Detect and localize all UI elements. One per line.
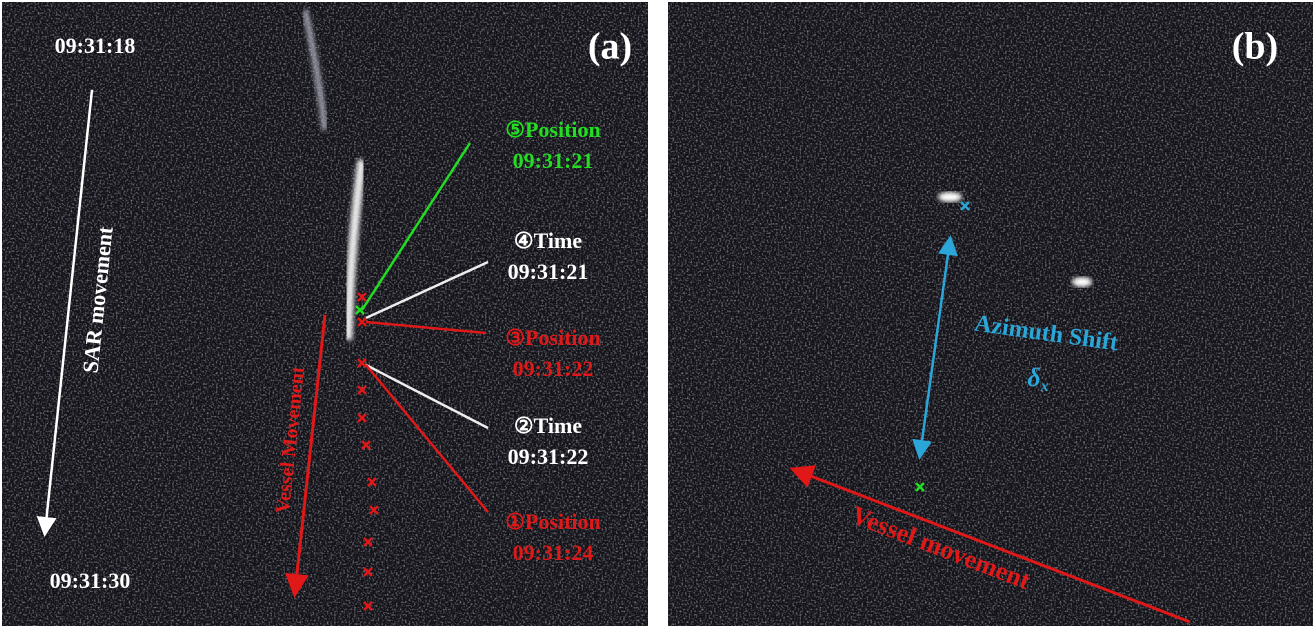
vessel-arrow [789,465,1191,624]
end-time: 09:31:30 [50,568,131,593]
bright-echo [938,192,962,202]
panel-label: (b) [1232,26,1278,68]
speckle [2,2,648,626]
delta-subscript: x [1040,378,1049,395]
vessel-arrow [285,314,327,598]
leader [365,363,489,430]
cross-marker [369,505,379,515]
leader [360,142,472,311]
cross-marker [361,440,371,450]
cross-marker [355,305,365,315]
streak [302,9,328,131]
annotation-title: ①Position [505,509,601,534]
track-markers [355,292,379,611]
annotation-title: ④Time [514,228,582,253]
annotation-title: ⑤Position [505,117,601,142]
annotations: ⑤Position 09:31:21 ④Time 09:31:21 ③Position 0… [505,117,601,565]
annotation-time: 09:31:24 [513,540,594,565]
annotation-time: 09:31:21 [508,259,589,284]
cross-marker [357,317,367,327]
cross-marker [363,537,373,547]
leader-lines [360,142,489,513]
leader [365,320,487,335]
vessel-echo [343,159,367,341]
delta-label: δx [1027,363,1048,395]
shift-arrow [912,235,958,460]
annotation-title: ③Position [505,325,601,350]
cross-marker [357,413,367,423]
sar-arrow [36,89,94,537]
markers [915,201,970,492]
speckle [668,2,1313,626]
delta: δ [1027,363,1040,392]
panel-label: (a) [588,26,632,68]
cross-marker [367,477,377,487]
cross-marker [915,482,925,492]
cross-marker [357,292,367,302]
annotation-time: 09:31:22 [513,356,594,381]
leader [365,260,489,320]
start-time: 09:31:18 [55,33,136,58]
cross-marker [960,201,970,211]
leader [365,364,489,513]
annotation-time: 09:31:22 [508,444,589,469]
cross-marker [357,358,367,368]
cross-marker [363,601,373,611]
cross-marker [357,385,367,395]
cross-marker [363,567,373,577]
bright-echo [1072,277,1092,287]
annotation-title: ②Time [514,413,582,438]
annotation-time: 09:31:21 [513,148,594,173]
